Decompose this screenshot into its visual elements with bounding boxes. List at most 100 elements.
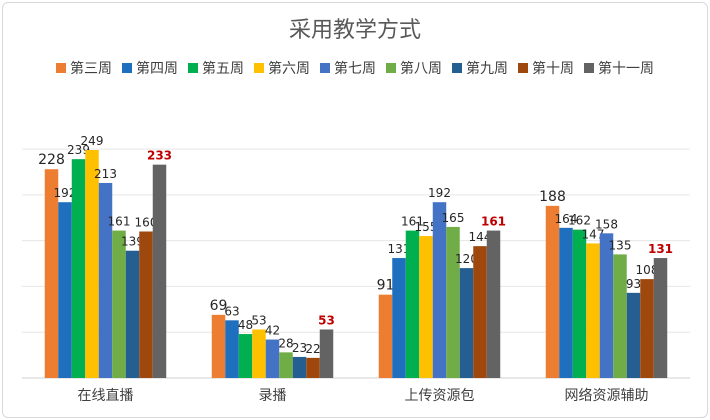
bar	[653, 258, 668, 378]
data-label: 28	[278, 336, 293, 350]
bar	[432, 202, 447, 378]
data-label: 213	[94, 167, 117, 181]
bar	[225, 320, 239, 378]
data-label: 91	[377, 278, 395, 294]
data-label: 161	[108, 215, 131, 229]
legend-item: 第五周	[188, 58, 244, 78]
bar	[139, 231, 153, 378]
data-label: 161	[481, 215, 506, 229]
bar	[378, 294, 393, 378]
data-label: 120	[455, 252, 478, 266]
data-label: 22	[305, 342, 320, 356]
data-label: 144	[469, 230, 492, 244]
bar	[626, 292, 641, 378]
legend-swatch	[518, 63, 528, 73]
legend-label: 第十一周	[598, 61, 654, 77]
bar	[252, 329, 266, 378]
bar	[238, 334, 253, 378]
category-label: 在线直播	[78, 387, 134, 404]
data-label: 108	[636, 263, 659, 277]
legend-item: 第四周	[122, 58, 178, 78]
data-label: 139	[121, 235, 144, 249]
data-label: 192	[54, 186, 77, 200]
category-label: 录播	[259, 388, 287, 404]
data-label: 188	[539, 189, 566, 205]
chart-title: 采用教学方式	[288, 18, 421, 43]
bar	[125, 250, 140, 378]
data-label: 53	[318, 313, 335, 327]
bar	[44, 169, 59, 378]
data-label: 93	[626, 277, 641, 291]
category-label: 上传资源包	[405, 388, 475, 404]
data-label: 131	[648, 242, 673, 256]
data-label: 131	[388, 242, 411, 256]
legend-item: 第七周	[320, 58, 376, 78]
bar	[586, 243, 600, 378]
legend-swatch	[56, 63, 66, 73]
data-label: 249	[81, 134, 104, 148]
data-label: 69	[210, 298, 228, 314]
bar	[85, 150, 99, 378]
legend-label: 第十周	[532, 61, 574, 77]
bar	[152, 164, 167, 378]
bar	[405, 230, 420, 378]
bar	[473, 246, 487, 378]
bar	[265, 339, 280, 378]
bar	[392, 258, 406, 378]
data-label: 48	[238, 318, 253, 332]
data-label: 164	[555, 212, 578, 226]
legend-item: 第九周	[452, 58, 508, 78]
bar	[459, 268, 474, 378]
category-label: 网络资源辅助	[565, 388, 649, 404]
data-label: 155	[415, 220, 438, 234]
legend-swatch	[452, 63, 462, 73]
data-label: 160	[135, 215, 158, 229]
bar	[211, 314, 226, 378]
bar	[279, 352, 293, 378]
bar	[98, 182, 113, 378]
data-label: 53	[251, 313, 266, 327]
legend-swatch	[584, 63, 594, 73]
data-label: 42	[265, 324, 280, 338]
legend-item: 第十一周	[584, 58, 654, 78]
legend-swatch	[254, 63, 264, 73]
bar	[112, 230, 126, 378]
legend-item: 第十周	[518, 58, 574, 78]
bar	[306, 357, 320, 378]
bar	[640, 279, 654, 378]
legend-item: 第三周	[56, 58, 112, 78]
legend-swatch	[122, 63, 132, 73]
legend-item: 第六周	[254, 58, 310, 78]
data-label: 162	[568, 214, 591, 228]
bar	[559, 227, 573, 378]
bar	[599, 233, 614, 378]
data-label: 147	[582, 227, 605, 241]
bar	[572, 229, 587, 378]
legend-label: 第八周	[400, 61, 442, 77]
data-label: 23	[292, 341, 307, 355]
bar	[545, 205, 560, 378]
legend-label: 第七周	[334, 61, 376, 77]
legend-swatch	[188, 63, 198, 73]
data-label: 158	[595, 217, 618, 231]
bar	[319, 329, 334, 378]
data-label: 161	[401, 215, 424, 229]
data-label: 192	[428, 186, 451, 200]
bar	[446, 226, 460, 378]
bar	[613, 254, 627, 378]
legend-swatch	[386, 63, 396, 73]
data-label: 233	[147, 149, 172, 163]
legend-label: 第九周	[466, 61, 508, 77]
bar	[486, 230, 501, 378]
data-label: 63	[224, 304, 239, 318]
data-label: 135	[609, 238, 632, 252]
legend: 第三周 第四周 第五周 第六周 第七周 第八周 第九周 第十周 第十一周	[0, 58, 710, 78]
legend-swatch	[320, 63, 330, 73]
bar	[71, 159, 86, 378]
bar	[58, 202, 72, 378]
data-label: 239	[67, 143, 90, 157]
bar	[419, 236, 433, 378]
legend-label: 第三周	[70, 61, 112, 77]
legend-label: 第五周	[202, 61, 244, 77]
